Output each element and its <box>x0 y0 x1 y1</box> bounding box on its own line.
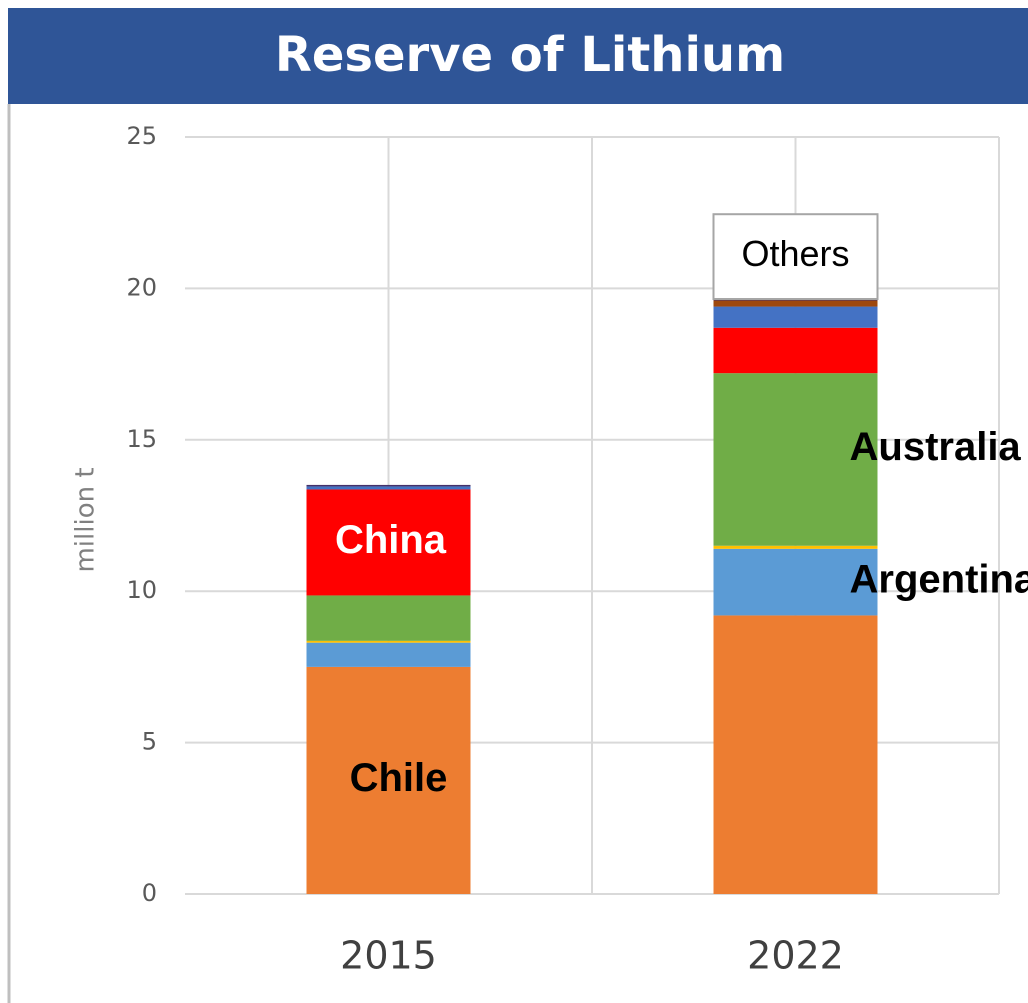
bar-segment <box>712 213 879 300</box>
y-tick-label: 15 <box>126 425 157 453</box>
bar-segment <box>713 615 878 894</box>
y-tick-label: 25 <box>126 122 157 150</box>
bar-segment <box>306 640 471 643</box>
x-tick-label: 2022 <box>747 934 844 978</box>
bar-segment <box>713 327 878 374</box>
series-label: Chile <box>350 756 448 800</box>
bar-segment <box>713 306 878 328</box>
series-label: Australia <box>850 425 1022 469</box>
bar-segment <box>306 595 471 641</box>
x-tick-label: 2015 <box>340 934 437 978</box>
bar-segment <box>713 373 878 546</box>
y-tick-label: 10 <box>126 576 157 604</box>
series-label: China <box>335 518 447 562</box>
y-tick-label: 5 <box>142 728 157 756</box>
bar-segment <box>306 486 471 490</box>
bar-segment <box>306 666 471 894</box>
bar-segment <box>306 642 471 667</box>
series-label: Others <box>741 233 849 274</box>
y-axis-label: million t <box>71 467 101 572</box>
bar-segment <box>713 545 878 549</box>
series-label: Argentina <box>850 558 1028 602</box>
bar-segment <box>713 300 878 307</box>
bar-segment <box>713 548 878 616</box>
title-banner <box>8 8 1028 104</box>
bar-segment <box>306 484 471 487</box>
y-tick-label: 0 <box>142 879 157 907</box>
y-tick-label: 20 <box>126 273 157 301</box>
chart-title: Reserve of Lithium <box>275 27 785 83</box>
bar-segment <box>306 489 471 596</box>
